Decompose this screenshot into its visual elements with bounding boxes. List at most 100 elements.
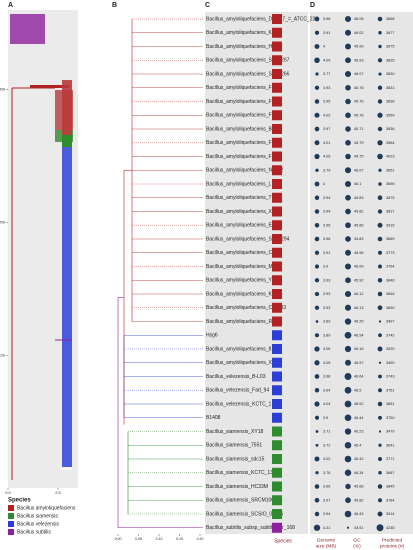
strain-label: Bacillus_amyloliquefaciens_X	[206, 209, 273, 215]
protein-value: 3846	[386, 292, 394, 296]
gc-dot	[344, 345, 352, 353]
gc-dot	[344, 263, 352, 270]
protein-value: 3687	[386, 471, 394, 475]
protein-value: 3817	[386, 210, 394, 214]
protein-value: 3846	[386, 278, 394, 282]
protein-value: 3743	[386, 375, 394, 379]
strain-label: Bacillus_siamensis_KCTC_133	[206, 470, 276, 476]
legend-swatch	[8, 513, 14, 519]
gc-value: 46.12	[354, 292, 364, 296]
x-tick-label: 0.10	[156, 537, 163, 541]
protein-dot	[377, 140, 383, 146]
protein-value: 3890	[386, 306, 394, 310]
protein-value: 3836	[386, 127, 394, 131]
protein-dot	[377, 498, 383, 503]
strain-label: Bacillus_amyloliquefaciens_B	[206, 126, 273, 132]
gc-dot	[345, 497, 351, 504]
species-box	[272, 495, 282, 506]
gc-value: 45.99	[354, 45, 364, 49]
genome-dot	[315, 72, 319, 76]
protein-dot	[378, 361, 382, 364]
footer-label: Species	[274, 538, 292, 544]
protein-dot	[377, 511, 383, 517]
genome-dot	[314, 305, 320, 310]
gc-value: 45.71	[354, 127, 364, 131]
genome-value: 3.9	[323, 265, 328, 269]
species-box	[272, 399, 282, 409]
gc-dot	[344, 15, 352, 23]
gc-value: 45.97	[354, 361, 364, 365]
strain-label: Bacillus_siamensis_SCSIO_05746	[206, 511, 283, 517]
genome-value: 3.95	[323, 223, 330, 227]
species-box	[272, 14, 282, 24]
genome-dot	[315, 168, 319, 172]
gc-dot	[344, 331, 352, 339]
strain-label: Bacillus_amyloliquefaciens_X	[206, 360, 273, 366]
genome-value: 3.71	[323, 430, 330, 434]
genome-value: 3.93	[323, 86, 330, 90]
protein-dot	[378, 72, 382, 76]
genome-dot	[314, 291, 320, 297]
genome-value: 3.96	[323, 237, 330, 241]
protein-value: 3836	[386, 100, 394, 104]
species-box	[272, 289, 282, 299]
genome-dot	[314, 360, 320, 366]
protein-dot	[376, 524, 384, 532]
strain-label: Bacillus_siamensis_7551	[206, 443, 262, 449]
gc-dot	[344, 469, 352, 476]
gc-value: 46.34	[354, 471, 364, 475]
strain-label: Bacillus_amyloliquefaciens_F9	[206, 99, 275, 105]
genome-value: 4.05	[323, 361, 330, 365]
legend-label: Bacillus amyloliquefaciens	[17, 505, 76, 511]
genome-dot	[314, 85, 320, 90]
protein-value: 3675	[386, 45, 394, 49]
species-box	[272, 247, 282, 258]
protein-dot	[377, 305, 383, 311]
species-box	[272, 316, 282, 327]
genome-value: 3.91	[323, 31, 330, 35]
species-box	[272, 137, 282, 148]
gc-value: 46.44	[354, 416, 364, 420]
strain-label: Bacillus_amyloliquefaciens_F154	[206, 154, 280, 160]
genome-value: 3.78	[323, 471, 330, 475]
protein-value: 3784	[386, 498, 394, 502]
genome-value: 4.02	[323, 113, 330, 117]
protein-dot	[377, 346, 383, 352]
genome-value: 4.04	[323, 402, 330, 406]
protein-dot	[377, 250, 383, 255]
protein-dot	[377, 195, 383, 201]
genome-value: 4.05	[323, 155, 330, 159]
genome-value: 4.21	[323, 526, 330, 530]
strain-label: Bacillus_amyloliquefaciens_SH01267	[206, 58, 290, 64]
genome-dot	[314, 181, 320, 187]
genome-dot	[314, 264, 320, 269]
genome-value: 3.97	[323, 127, 330, 131]
protein-dot	[378, 415, 382, 420]
protein-value: 3773	[386, 251, 394, 255]
genome-value: 3.94	[323, 196, 330, 200]
gc-value: 46.25	[354, 320, 364, 324]
protein-value: 3771	[386, 457, 394, 461]
strain-label: Bacillus_amyloliquefaciens_T	[206, 195, 272, 201]
species-box	[272, 385, 282, 396]
gc-dot	[345, 194, 351, 201]
protein-value: 3851	[386, 402, 394, 406]
genome-dot	[314, 44, 320, 49]
legend-label: Bacillus velezensis	[17, 521, 59, 527]
gc-value: 46.54	[354, 333, 364, 337]
genome-dot	[314, 195, 320, 200]
strain-label: Bacillus_amyloliquefaciens_F153	[206, 140, 280, 146]
genome-dot	[315, 430, 319, 433]
protein-dot	[377, 278, 383, 283]
gc-dot	[345, 43, 351, 50]
protein-dot	[378, 388, 382, 393]
protein-value: 3915	[386, 223, 394, 227]
genome-value: 3.94	[323, 512, 330, 516]
gc-value: 45.93	[354, 58, 364, 62]
genome-value: 3.91	[323, 251, 330, 255]
genome-dot	[314, 497, 320, 503]
species-box	[272, 82, 282, 93]
species-box	[272, 69, 282, 79]
gc-value: 46.13	[354, 306, 364, 310]
y-tick-label: 100	[0, 352, 6, 357]
